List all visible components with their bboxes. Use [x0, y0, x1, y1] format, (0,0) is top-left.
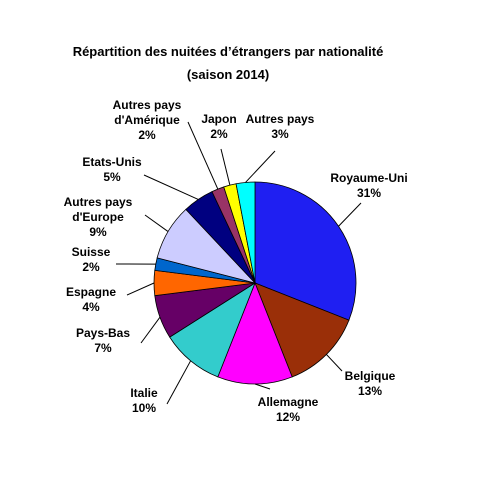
slice-label: Pays-Bas 7%	[76, 326, 130, 355]
slice-value-label: 31%	[357, 186, 381, 200]
slice-value-label: 12%	[276, 410, 300, 424]
slice-value-label: 2%	[82, 260, 100, 274]
slice-name-label: Royaume-Uni	[330, 171, 407, 185]
slice-name-label: Autres pays	[64, 195, 133, 209]
slice-name-label: Italie	[130, 386, 158, 400]
slice-name-label: d'Amérique	[114, 113, 180, 127]
slice-label: Espagne 4%	[66, 285, 116, 314]
slice-value-label: 13%	[358, 384, 382, 398]
leader-line	[166, 360, 192, 405]
slice-label: Suisse 2%	[72, 245, 111, 274]
slice-name-label: Allemagne	[258, 395, 319, 409]
leader-line	[220, 148, 231, 186]
slice-name-label: Autres pays	[246, 112, 315, 126]
leader-line	[140, 316, 161, 344]
slice-label: Royaume-Uni 31%	[330, 171, 407, 200]
slice-name-label: Etats-Unis	[82, 155, 142, 169]
slice-value-label: 2%	[210, 127, 228, 141]
pie-slices	[153, 181, 357, 385]
slice-name-label: Autres pays	[113, 98, 182, 112]
slice-value-label: 10%	[132, 401, 156, 415]
slice-name-label: Suisse	[72, 245, 111, 259]
leader-line	[326, 354, 343, 372]
slice-value-label: 2%	[138, 128, 156, 142]
pie-slice	[254, 282, 350, 378]
leader-line	[187, 121, 219, 190]
pie-slice	[254, 181, 357, 321]
slice-label: Autres pays d'Europe 9%	[64, 195, 133, 239]
slice-label: Autres pays d'Amérique 2%	[113, 98, 182, 142]
leader-line	[254, 383, 271, 390]
slice-label: Italie 10%	[130, 386, 158, 415]
leader-lines	[115, 121, 362, 405]
slice-name-label: Espagne	[66, 285, 116, 299]
slice-label: Belgique 13%	[345, 369, 396, 398]
slice-value-label: 9%	[89, 225, 107, 239]
slice-labels: Royaume-Uni 31% Belgique 13% Allemagne 12% Ita…	[64, 98, 408, 424]
pie-slice	[235, 181, 256, 284]
slice-value-label: 4%	[82, 300, 100, 314]
leader-line	[338, 202, 362, 227]
leader-line	[126, 282, 155, 296]
chart-title: Répartition des nuitées d’étrangers par …	[73, 44, 384, 59]
slice-name-label: Belgique	[345, 369, 396, 383]
slice-label: Etats-Unis 5%	[82, 155, 142, 184]
slice-label: Japon 2%	[201, 112, 236, 141]
leader-line	[245, 150, 276, 183]
leader-line	[143, 174, 199, 200]
slice-label: Allemagne 12%	[258, 395, 319, 424]
slice-label: Autres pays 3%	[246, 112, 315, 141]
slice-value-label: 7%	[94, 341, 112, 355]
slice-name-label: Japon	[201, 112, 236, 126]
chart-subtitle: (saison 2014)	[187, 67, 269, 82]
slice-value-label: 5%	[103, 170, 121, 184]
leader-line	[144, 214, 169, 232]
slice-value-label: 3%	[271, 127, 289, 141]
slice-name-label: Pays-Bas	[76, 326, 130, 340]
slice-name-label: d'Europe	[72, 210, 124, 224]
